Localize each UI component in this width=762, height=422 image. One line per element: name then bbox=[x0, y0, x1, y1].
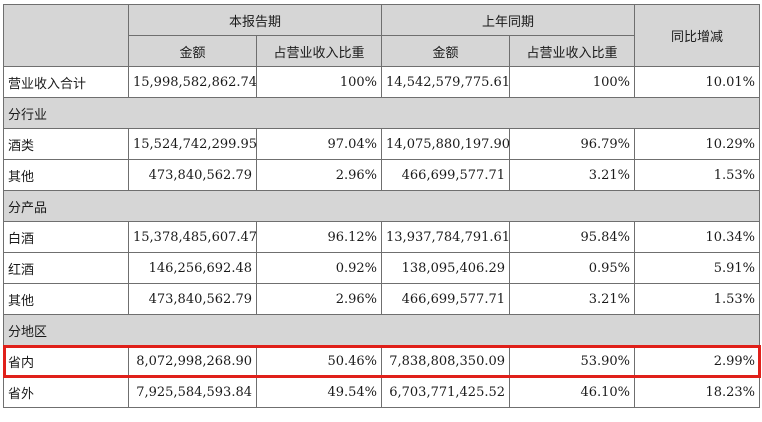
header-row-1: 本报告期 上年同期 同比增减 bbox=[3, 4, 761, 67]
table-row: 酒类 15,524,742,299.95 97.04% 14,075,880,1… bbox=[3, 128, 761, 160]
current-share-cell: 2.96% bbox=[255, 283, 383, 315]
yoy-change-cell: 10.34% bbox=[634, 221, 761, 253]
table-row: 其他 473,840,562.79 2.96% 466,699,577.71 3… bbox=[3, 159, 761, 191]
current-amount-cell: 15,524,742,299.95 bbox=[128, 128, 257, 160]
section-row-by-product: 分产品 bbox=[2, 190, 761, 222]
prior-amount-cell: 466,699,577.71 bbox=[381, 159, 511, 191]
prior-amount-cell: 6,703,771,425.52 bbox=[381, 376, 511, 408]
row-label: 酒类 bbox=[3, 128, 129, 160]
prior-share-cell: 46.10% bbox=[509, 376, 636, 408]
section-row-by-industry: 分行业 bbox=[2, 97, 761, 129]
prior-share-cell: 95.84% bbox=[509, 221, 636, 253]
section-label: 分行业 bbox=[2, 97, 761, 129]
row-label: 营业收入合计 bbox=[3, 66, 129, 98]
header-current-amount: 金额 bbox=[128, 35, 257, 67]
current-share-cell: 49.54% bbox=[255, 376, 383, 408]
row-label: 白酒 bbox=[3, 221, 129, 253]
yoy-change-cell: 5.91% bbox=[634, 252, 761, 284]
prior-amount-cell: 138,095,406.29 bbox=[381, 252, 511, 284]
table-row: 红酒 146,256,692.48 0.92% 138,095,406.29 0… bbox=[3, 252, 761, 284]
yoy-change-cell: 18.23% bbox=[634, 376, 761, 408]
row-label: 省外 bbox=[3, 376, 129, 408]
prior-amount-cell: 7,838,808,350.09 bbox=[381, 345, 511, 377]
header-prior-period: 上年同期 bbox=[381, 4, 636, 36]
revenue-breakdown-table-container: 本报告期 上年同期 同比增减 金额 占营业收入比重 金额 占营业收入比重 营业收… bbox=[2, 4, 761, 408]
row-label: 省内 bbox=[3, 345, 129, 377]
current-amount-cell: 8,072,998,268.90 bbox=[128, 345, 257, 377]
current-share-cell: 2.96% bbox=[255, 159, 383, 191]
table-row: 其他 473,840,562.79 2.96% 466,699,577.71 3… bbox=[3, 283, 761, 315]
current-amount-cell: 15,378,485,607.47 bbox=[128, 221, 257, 253]
yoy-change-cell: 10.01% bbox=[634, 66, 761, 98]
header-current-period: 本报告期 bbox=[127, 4, 383, 36]
row-label: 其他 bbox=[3, 159, 129, 191]
prior-share-cell: 0.95% bbox=[509, 252, 636, 284]
section-label: 分产品 bbox=[2, 190, 761, 222]
prior-share-cell: 53.90% bbox=[509, 345, 636, 377]
row-label: 红酒 bbox=[3, 252, 129, 284]
table-row: 白酒 15,378,485,607.47 96.12% 13,937,784,7… bbox=[3, 221, 761, 253]
prior-share-cell: 96.79% bbox=[509, 128, 636, 160]
section-row-by-region: 分地区 bbox=[2, 314, 761, 346]
current-share-cell: 0.92% bbox=[255, 252, 383, 284]
header-prior-amount: 金额 bbox=[381, 35, 511, 67]
current-share-cell: 100% bbox=[255, 66, 383, 98]
prior-amount-cell: 14,542,579,775.61 bbox=[381, 66, 511, 98]
header-current-share: 占营业收入比重 bbox=[255, 35, 383, 67]
current-amount-cell: 473,840,562.79 bbox=[128, 283, 257, 315]
header-row-2: 金额 占营业收入比重 金额 占营业收入比重 bbox=[4, 35, 760, 67]
current-amount-cell: 7,925,584,593.84 bbox=[128, 376, 257, 408]
prior-share-cell: 3.21% bbox=[509, 283, 636, 315]
prior-amount-cell: 466,699,577.71 bbox=[381, 283, 511, 315]
yoy-change-cell: 1.53% bbox=[634, 283, 761, 315]
yoy-change-cell: 10.29% bbox=[634, 128, 761, 160]
table-row: 省外 7,925,584,593.84 49.54% 6,703,771,425… bbox=[3, 376, 761, 408]
yoy-change-cell: 1.53% bbox=[634, 159, 761, 191]
prior-share-cell: 3.21% bbox=[509, 159, 636, 191]
row-label: 其他 bbox=[3, 283, 129, 315]
current-amount-cell: 146,256,692.48 bbox=[128, 252, 257, 284]
current-amount-cell: 15,998,582,862.74 bbox=[128, 66, 257, 98]
current-amount-cell: 473,840,562.79 bbox=[128, 159, 257, 191]
current-share-cell: 50.46% bbox=[255, 345, 383, 377]
current-share-cell: 96.12% bbox=[255, 221, 383, 253]
header-blank-cell bbox=[3, 4, 129, 67]
current-share-cell: 97.04% bbox=[255, 128, 383, 160]
prior-amount-cell: 14,075,880,197.90 bbox=[381, 128, 511, 160]
table-body: 营业收入合计 15,998,582,862.74 100% 14,542,579… bbox=[2, 66, 761, 408]
header-prior-share: 占营业收入比重 bbox=[509, 35, 636, 67]
table-header: 本报告期 上年同期 同比增减 金额 占营业收入比重 金额 占营业收入比重 bbox=[3, 4, 761, 67]
section-label: 分地区 bbox=[2, 314, 761, 346]
revenue-breakdown-table: 本报告期 上年同期 同比增减 金额 占营业收入比重 金额 占营业收入比重 营业收… bbox=[2, 4, 761, 408]
header-yoy-change: 同比增减 bbox=[634, 4, 761, 67]
table-row-highlighted: 省内 8,072,998,268.90 50.46% 7,838,808,350… bbox=[2, 344, 761, 378]
prior-amount-cell: 13,937,784,791.61 bbox=[381, 221, 511, 253]
prior-share-cell: 100% bbox=[509, 66, 636, 98]
yoy-change-cell: 2.99% bbox=[634, 345, 761, 377]
table-row-total-revenue: 营业收入合计 15,998,582,862.74 100% 14,542,579… bbox=[3, 66, 761, 98]
